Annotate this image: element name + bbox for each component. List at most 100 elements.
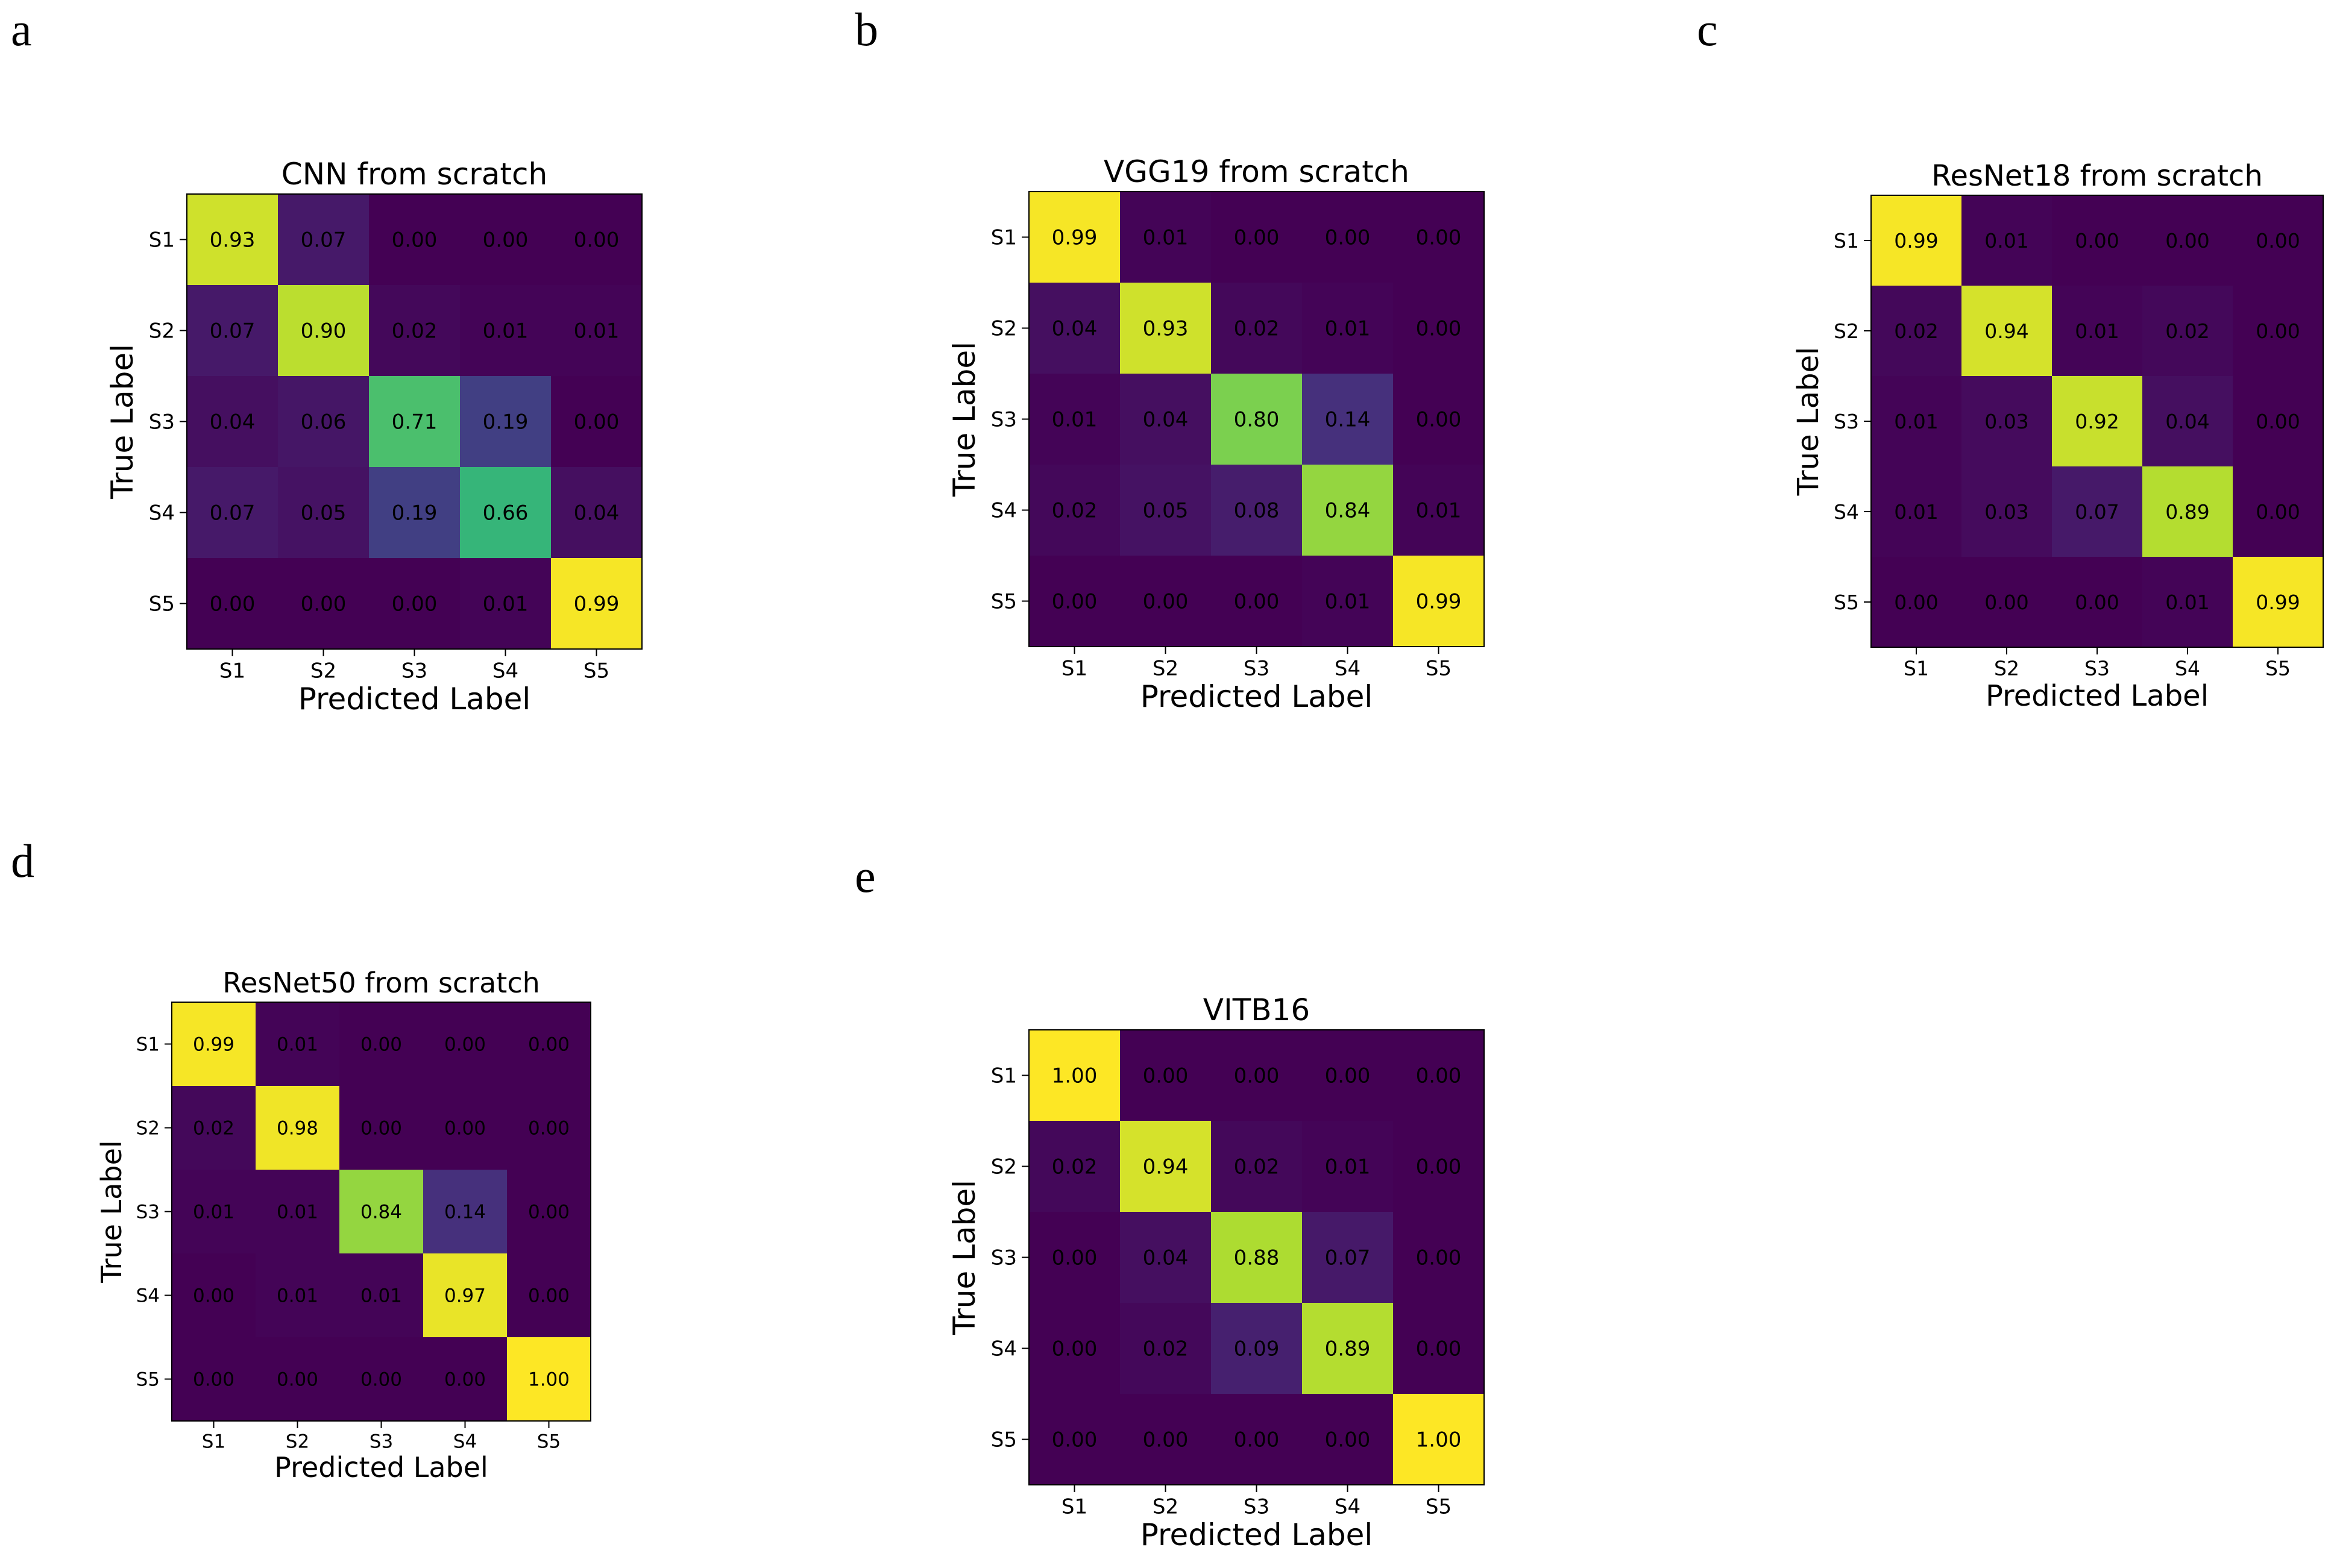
y-tick-label: S1 <box>1834 229 1859 252</box>
cell-value: 0.00 <box>360 1034 402 1056</box>
cell-value: 0.03 <box>1984 500 2028 524</box>
x-axis-label: Predicted Label <box>274 1451 488 1484</box>
heatmap-cell <box>1302 1121 1394 1212</box>
cell-value: 0.00 <box>1234 226 1280 250</box>
cell-value: 0.00 <box>1416 317 1462 341</box>
heatmap-cell <box>1120 283 1212 374</box>
y-tick-label: S4 <box>991 499 1017 523</box>
y-tick-label: S5 <box>136 1369 160 1391</box>
cell-value: 0.00 <box>1416 1155 1462 1179</box>
heatmap-cell <box>2052 376 2143 467</box>
heatmap-cell <box>256 1170 340 1254</box>
x-tick-label: S5 <box>2265 657 2291 680</box>
y-tick-label: S1 <box>136 1034 160 1056</box>
heatmap-cell <box>423 1253 508 1338</box>
chart-title: ResNet50 from scratch <box>222 967 540 999</box>
cell-value: 0.00 <box>483 228 529 252</box>
cell-value: 0.02 <box>1143 1337 1189 1361</box>
cell-value: 0.00 <box>2165 229 2209 252</box>
heatmap-cell <box>1211 374 1303 465</box>
y-tick-label: S2 <box>149 319 175 343</box>
x-axis-label: Predicted Label <box>298 682 531 717</box>
heatmap-cell <box>423 1170 508 1254</box>
cell-value: 0.00 <box>1234 590 1280 614</box>
cell-value: 0.00 <box>2075 229 2119 252</box>
cell-value: 0.00 <box>392 228 438 252</box>
cell-value: 0.00 <box>1894 591 1938 614</box>
heatmap-cell <box>507 1253 591 1338</box>
y-axis-label: True Label <box>1791 347 1825 497</box>
cell-value: 0.00 <box>1052 1428 1098 1452</box>
y-tick-label: S2 <box>991 1155 1017 1179</box>
cell-value: 0.92 <box>2075 410 2119 433</box>
cell-value: 0.00 <box>2256 319 2300 343</box>
heatmap-cell <box>1120 192 1212 283</box>
heatmap-cell <box>1961 286 2052 377</box>
heatmap-cell <box>1393 1303 1485 1394</box>
heatmap-cell <box>1393 283 1485 374</box>
heatmap-cell <box>1211 556 1303 647</box>
heatmap-cell <box>2052 195 2143 286</box>
heatmap-cell <box>339 1253 424 1338</box>
heatmap-cell <box>507 1086 591 1170</box>
heatmap-cell <box>1211 1212 1303 1303</box>
heatmap-cell <box>339 1337 424 1422</box>
y-tick-label: S2 <box>1834 319 1859 343</box>
cell-value: 0.14 <box>1325 408 1371 432</box>
cell-value: 0.02 <box>2165 319 2209 343</box>
cell-value: 0.19 <box>392 501 438 525</box>
x-tick-label: S3 <box>1244 657 1269 681</box>
cell-value: 0.00 <box>2075 591 2119 614</box>
cell-value: 0.00 <box>1052 1246 1098 1270</box>
heatmap-cell <box>369 558 461 650</box>
heatmap-cell <box>2142 286 2233 377</box>
heatmap-cell <box>1393 1394 1485 1485</box>
heatmap-cell <box>172 1253 256 1338</box>
y-tick-label: S2 <box>991 317 1017 341</box>
heatmap-cell <box>1029 1303 1121 1394</box>
x-tick-label: S2 <box>286 1431 309 1453</box>
cell-value: 0.00 <box>193 1369 234 1391</box>
heatmap-cell <box>1120 1394 1212 1485</box>
x-tick-label: S4 <box>1335 1495 1360 1519</box>
x-tick-label: S2 <box>1153 1495 1178 1519</box>
cell-value: 0.00 <box>2256 410 2300 433</box>
heatmap-cell <box>1029 283 1121 374</box>
y-tick-label: S3 <box>991 408 1017 432</box>
heatmap-cell <box>1393 374 1485 465</box>
cell-value: 0.00 <box>1143 1428 1189 1452</box>
heatmap-cell <box>369 467 461 559</box>
heatmap-cell <box>1120 1212 1212 1303</box>
heatmap-cell <box>423 1337 508 1422</box>
heatmap-cell <box>2142 376 2233 467</box>
cell-value: 0.99 <box>1894 229 1938 252</box>
heatmap-cell <box>2142 466 2233 557</box>
cell-value: 0.00 <box>1052 1337 1098 1361</box>
panel-label: d <box>11 835 34 887</box>
heatmap-cell <box>1871 376 1962 467</box>
heatmap-cell <box>256 1337 340 1422</box>
y-tick-label: S5 <box>149 592 175 616</box>
heatmap-cell <box>1393 1212 1485 1303</box>
cell-value: 0.02 <box>1052 499 1098 523</box>
cell-value: 0.80 <box>1234 408 1280 432</box>
panel-label: e <box>855 850 876 902</box>
panel-b: b VGG19 from scratch 0.99 0.01 0.00 0.00 0.00 0… <box>855 3 1485 714</box>
x-tick-label: S4 <box>1335 657 1360 681</box>
heatmap-cell <box>278 194 370 286</box>
heatmap-cell <box>278 376 370 468</box>
y-axis-label: True Label <box>947 1180 982 1335</box>
heatmap-cell <box>2052 466 2143 557</box>
cell-value: 0.00 <box>392 592 438 616</box>
y-axis-label: True Label <box>947 342 982 497</box>
y-tick-label: S4 <box>1834 500 1859 524</box>
cell-value: 0.09 <box>1234 1337 1280 1361</box>
heatmap-cell <box>1120 1121 1212 1212</box>
heatmap-cell <box>1302 374 1394 465</box>
y-tick-label: S1 <box>149 228 175 252</box>
heatmap-cell <box>1029 1121 1121 1212</box>
cell-value: 0.00 <box>1325 226 1371 250</box>
panel-label: a <box>11 3 32 55</box>
heatmap-cell <box>1302 1212 1394 1303</box>
